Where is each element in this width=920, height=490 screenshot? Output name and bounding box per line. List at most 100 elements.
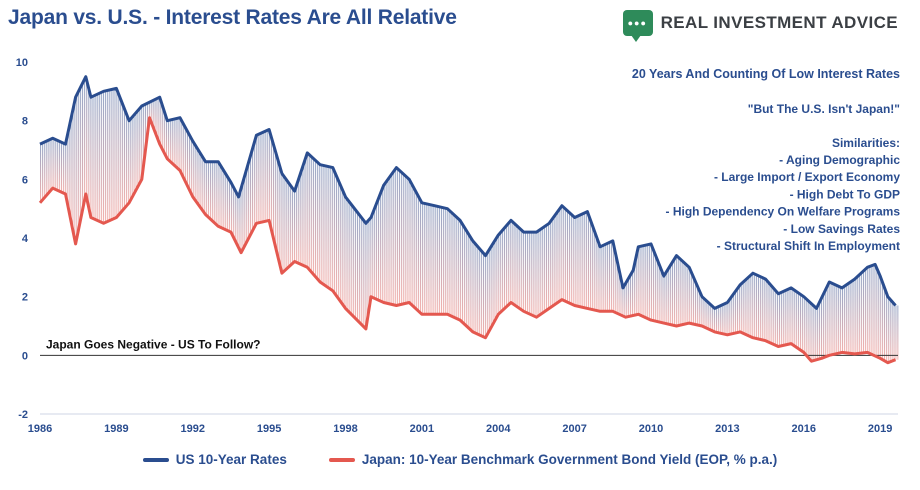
spread-band [448,209,450,315]
x-tick-label: 2013 [715,423,739,435]
spread-band [586,212,588,309]
spread-band [286,179,288,270]
spread-band [263,132,265,222]
spread-band [769,283,771,343]
spread-band [673,259,675,326]
spread-band [299,175,301,264]
spread-band [771,285,773,344]
spread-band [362,219,364,326]
y-tick-label: 6 [22,174,28,186]
spread-band [335,174,337,296]
spread-band [229,179,231,232]
spread-shading [40,76,899,363]
spread-band [339,183,341,301]
spread-band [47,140,49,194]
spread-band [616,258,618,314]
spread-band [272,142,274,237]
spread-band [685,263,687,324]
spread-band [893,303,895,361]
spread-band [278,162,280,260]
spread-band [620,276,622,315]
spread-band [668,268,670,325]
spread-band [257,134,259,224]
x-axis: 1986 1989 1992 1995 1998 2001 2004 2007 2010 2013… [28,413,898,435]
spread-band [337,179,339,298]
spread-band [885,291,887,362]
spread-band [822,295,824,358]
spread-band [343,192,345,306]
spread-band [717,306,719,333]
spread-band [725,303,727,335]
spread-band [87,84,89,203]
spread-band [568,212,570,303]
spread-band [284,176,286,271]
spread-band [316,161,318,279]
spread-band [542,228,544,314]
spread-band [551,219,553,307]
spread-band [444,208,446,315]
spread-band [209,161,211,219]
spread-band [437,206,439,315]
spread-band [282,174,284,273]
spread-band [597,239,599,311]
spread-band [330,167,332,290]
spread-band [416,192,418,309]
spread-band [414,188,416,308]
spread-band [660,268,662,323]
brand-name: REAL INVESTMENT ADVICE [660,13,898,32]
spread-band [733,294,735,334]
spread-band [882,281,884,360]
spread-band [368,220,370,313]
spread-band [504,228,506,309]
spread-band [778,293,780,347]
spread-band [580,214,582,307]
spread-band [696,284,698,325]
spread-band [647,244,649,319]
spread-band [112,89,114,220]
spread-band [83,80,85,204]
spread-band [864,269,866,353]
spread-band [82,84,84,213]
spread-band [397,168,399,306]
spread-band [565,208,567,302]
spread-band [66,138,68,201]
spread-band [225,173,227,230]
spread-band [807,300,809,357]
spread-band [811,303,813,362]
spread-band [440,207,442,315]
spread-band [435,205,437,315]
spread-band [773,287,775,345]
spread-band [645,245,647,318]
spread-band [887,296,889,363]
spread-band [61,142,63,192]
spread-band [208,161,210,217]
spread-band [750,275,752,337]
spread-band [356,211,358,320]
spread-band [605,244,607,312]
spread-band [353,206,355,317]
spread-band [364,221,366,328]
spread-band [393,172,395,305]
spread-band [276,155,278,253]
spread-band [853,279,855,354]
spread-band [341,188,343,304]
x-tick-label: 2019 [868,423,892,435]
spread-band [141,106,143,181]
spread-band [349,201,351,313]
spread-band [442,207,444,315]
annotation-zero-note: Japan Goes Negative - US To Follow? [46,337,260,351]
spread-band [154,99,156,131]
spread-band [427,204,429,315]
spread-band [55,139,57,190]
spread-band [742,282,744,334]
spread-band [557,211,559,303]
spread-band [253,144,255,229]
spread-band [244,177,246,247]
spread-band [166,116,168,157]
spread-band [280,169,282,268]
spread-band [868,266,870,353]
spread-band [114,88,116,219]
spread-band [513,222,515,305]
spread-band [754,273,756,339]
spread-band [328,166,330,288]
